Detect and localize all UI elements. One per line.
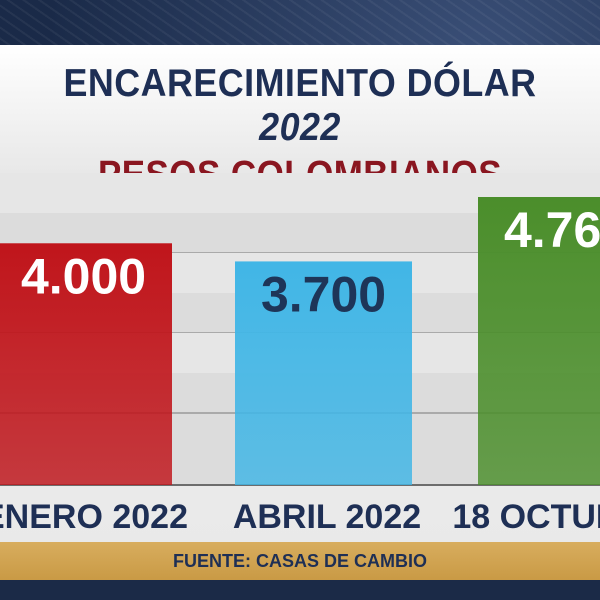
data-label: 4.766 [504,202,600,258]
data-label: 3.700 [261,266,386,322]
data-label: 4.000 [21,248,146,304]
chart-panel: ENCARECIMIENTO DÓLAR 2022 PESOS COLOMBIA… [0,45,600,545]
source-text: FUENTE: CASAS DE CAMBIO [172,551,427,571]
category-label: ENERO 2022 [0,498,188,536]
bar [0,243,172,485]
title-year: 2022 [259,106,341,149]
bar [235,261,412,485]
source-bar: FUENTE: CASAS DE CAMBIO [0,542,600,580]
category-label: ABRIL 2022 [233,498,421,536]
chart-title: ENCARECIMIENTO DÓLAR 2022 [24,45,576,150]
bar-chart: 4.000 ENERO 2022 3.700 ABRIL 2022 4.766 18 OC… [0,173,600,536]
title-text: ENCARECIMIENTO DÓLAR [63,62,537,105]
category-label: 18 OCTUBRE [452,498,600,536]
bar [478,197,600,485]
bottom-strip [0,580,600,600]
